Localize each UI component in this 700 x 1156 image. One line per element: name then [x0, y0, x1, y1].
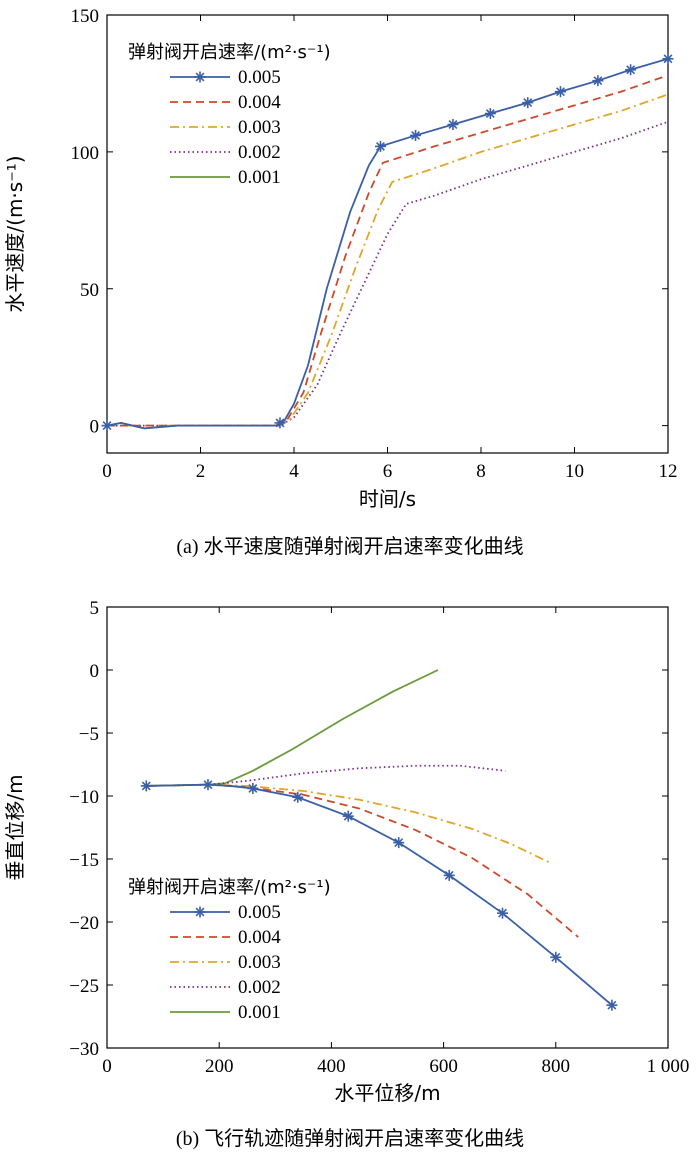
- data-point-a-0.005: [484, 108, 496, 120]
- data-point-b-0.005: [202, 779, 214, 791]
- series-line-b-0.002: [146, 764, 506, 787]
- data-point-a-0.005: [662, 53, 674, 65]
- series-group-b: [140, 669, 618, 1011]
- y-tick-label-b: 5: [90, 598, 100, 619]
- legend-label-a-0.005: 0.005: [238, 67, 281, 88]
- legend-b: 弹射阀开启速率/(m²·s⁻¹) 0.005 0.004 0.003 0.002 0.00…: [128, 877, 331, 1023]
- y-tick-label-b: −30: [69, 1039, 99, 1060]
- data-point-b-0.005: [292, 791, 304, 803]
- series-line-a-0.004: [107, 74, 669, 427]
- legend-label-b-0.003: 0.003: [238, 952, 281, 973]
- y-tick-label-b: −25: [69, 976, 99, 997]
- legend-label-b-0.005: 0.005: [238, 902, 281, 923]
- x-tick-label-a: 8: [476, 461, 486, 482]
- x-tick-label-b: 400: [317, 1056, 346, 1077]
- caption-b: (b) 飞行轨迹随弹射阀开启速率变化曲线: [176, 1127, 524, 1150]
- x-tick-label-a: 10: [565, 461, 584, 482]
- series-line-b-0.004: [146, 783, 579, 938]
- y-tick-label-a: 100: [71, 143, 100, 164]
- data-point-b-0.005: [140, 780, 152, 792]
- legend-label-b-0.001: 0.001: [238, 1002, 281, 1023]
- legend-label-a-0.004: 0.004: [238, 92, 281, 113]
- data-point-b-0.005: [393, 837, 405, 849]
- y-axis-label-b: 垂直位移/m: [3, 774, 27, 880]
- legend-label-b-0.002: 0.002: [238, 977, 281, 998]
- x-tick-label-a: 12: [659, 461, 678, 482]
- y-tick-label-a: 0: [90, 417, 100, 438]
- y-tick-label-b: −20: [69, 913, 99, 934]
- y-axis-label-a: 水平速度/(m·s⁻¹): [3, 155, 27, 312]
- series-line-b-0.001: [146, 669, 439, 787]
- series-line-a-0.002: [107, 120, 669, 427]
- x-tick-label-a: 2: [196, 461, 206, 482]
- series-line-a-0.005: [106, 57, 669, 430]
- data-point-b-0.005: [443, 869, 455, 881]
- series-group-a: [101, 53, 674, 432]
- data-point-a-0.005: [592, 75, 604, 87]
- legend-title-b: 弹射阀开启速率/(m²·s⁻¹): [128, 877, 331, 898]
- data-point-a-0.005: [374, 140, 386, 152]
- data-point-a-0.005: [410, 129, 422, 141]
- x-tick-label-b: 600: [429, 1056, 458, 1077]
- y-tick-label-b: −15: [69, 850, 99, 871]
- data-point-b-0.005: [550, 951, 562, 963]
- data-point-a-0.005: [522, 97, 534, 109]
- legend-label-b-0.004: 0.004: [238, 927, 281, 948]
- y-tick-label-b: 0: [90, 661, 100, 682]
- caption-a: (a) 水平速度随弹射阀开启速率变化曲线: [176, 535, 523, 558]
- legend-marker-b: [194, 906, 206, 918]
- y-tick-label-a: 150: [71, 6, 100, 27]
- x-tick-label-a: 4: [289, 461, 299, 482]
- y-tick-label-b: −10: [69, 787, 99, 808]
- plot-frame-b: [106, 606, 669, 1049]
- data-point-a-0.005: [274, 417, 286, 429]
- legend-a: 弹射阀开启速率/(m²·s⁻¹) 0.005 0.004 0.003 0.002 0.00…: [128, 42, 331, 188]
- plot-frame-a: [106, 14, 669, 454]
- x-tick-label-b: 1 000: [647, 1056, 690, 1077]
- data-point-a-0.005: [101, 420, 113, 432]
- legend-label-a-0.001: 0.001: [238, 167, 281, 188]
- chart-a: 0 2 4 6 8 10 12 0 50 100 150 时间/s 水平速度/(m·s⁻¹) 弹射阀开启速…: [3, 6, 678, 558]
- x-tick-label-a: 0: [102, 461, 112, 482]
- legend-title-a: 弹射阀开启速率/(m²·s⁻¹): [128, 42, 331, 63]
- data-point-b-0.005: [247, 782, 259, 794]
- x-tick-label-b: 0: [102, 1056, 112, 1077]
- data-point-a-0.005: [554, 86, 566, 98]
- y-tick-label-a: 50: [80, 280, 99, 301]
- data-point-a-0.005: [447, 119, 459, 130]
- legend-label-a-0.002: 0.002: [238, 142, 281, 163]
- x-tick-label-b: 800: [542, 1056, 571, 1077]
- data-point-b-0.005: [497, 907, 509, 919]
- series-line-b-0.003: [146, 783, 551, 864]
- data-point-a-0.005: [625, 64, 637, 76]
- x-axis-label-a: 时间/s: [359, 487, 416, 511]
- x-tick-label-a: 6: [383, 461, 393, 482]
- legend-label-a-0.003: 0.003: [238, 117, 281, 138]
- chart-b: 0 200 400 600 800 1 000 5 0 −5 −10 −15 −20 −25 −30 水平位…: [3, 598, 689, 1150]
- x-tick-label-b: 200: [205, 1056, 234, 1077]
- y-tick-label-b: −5: [79, 724, 99, 745]
- data-point-b-0.005: [342, 810, 354, 822]
- legend-marker-a: [194, 71, 206, 83]
- data-point-b-0.005: [606, 999, 618, 1011]
- x-axis-label-b: 水平位移/m: [334, 1081, 440, 1105]
